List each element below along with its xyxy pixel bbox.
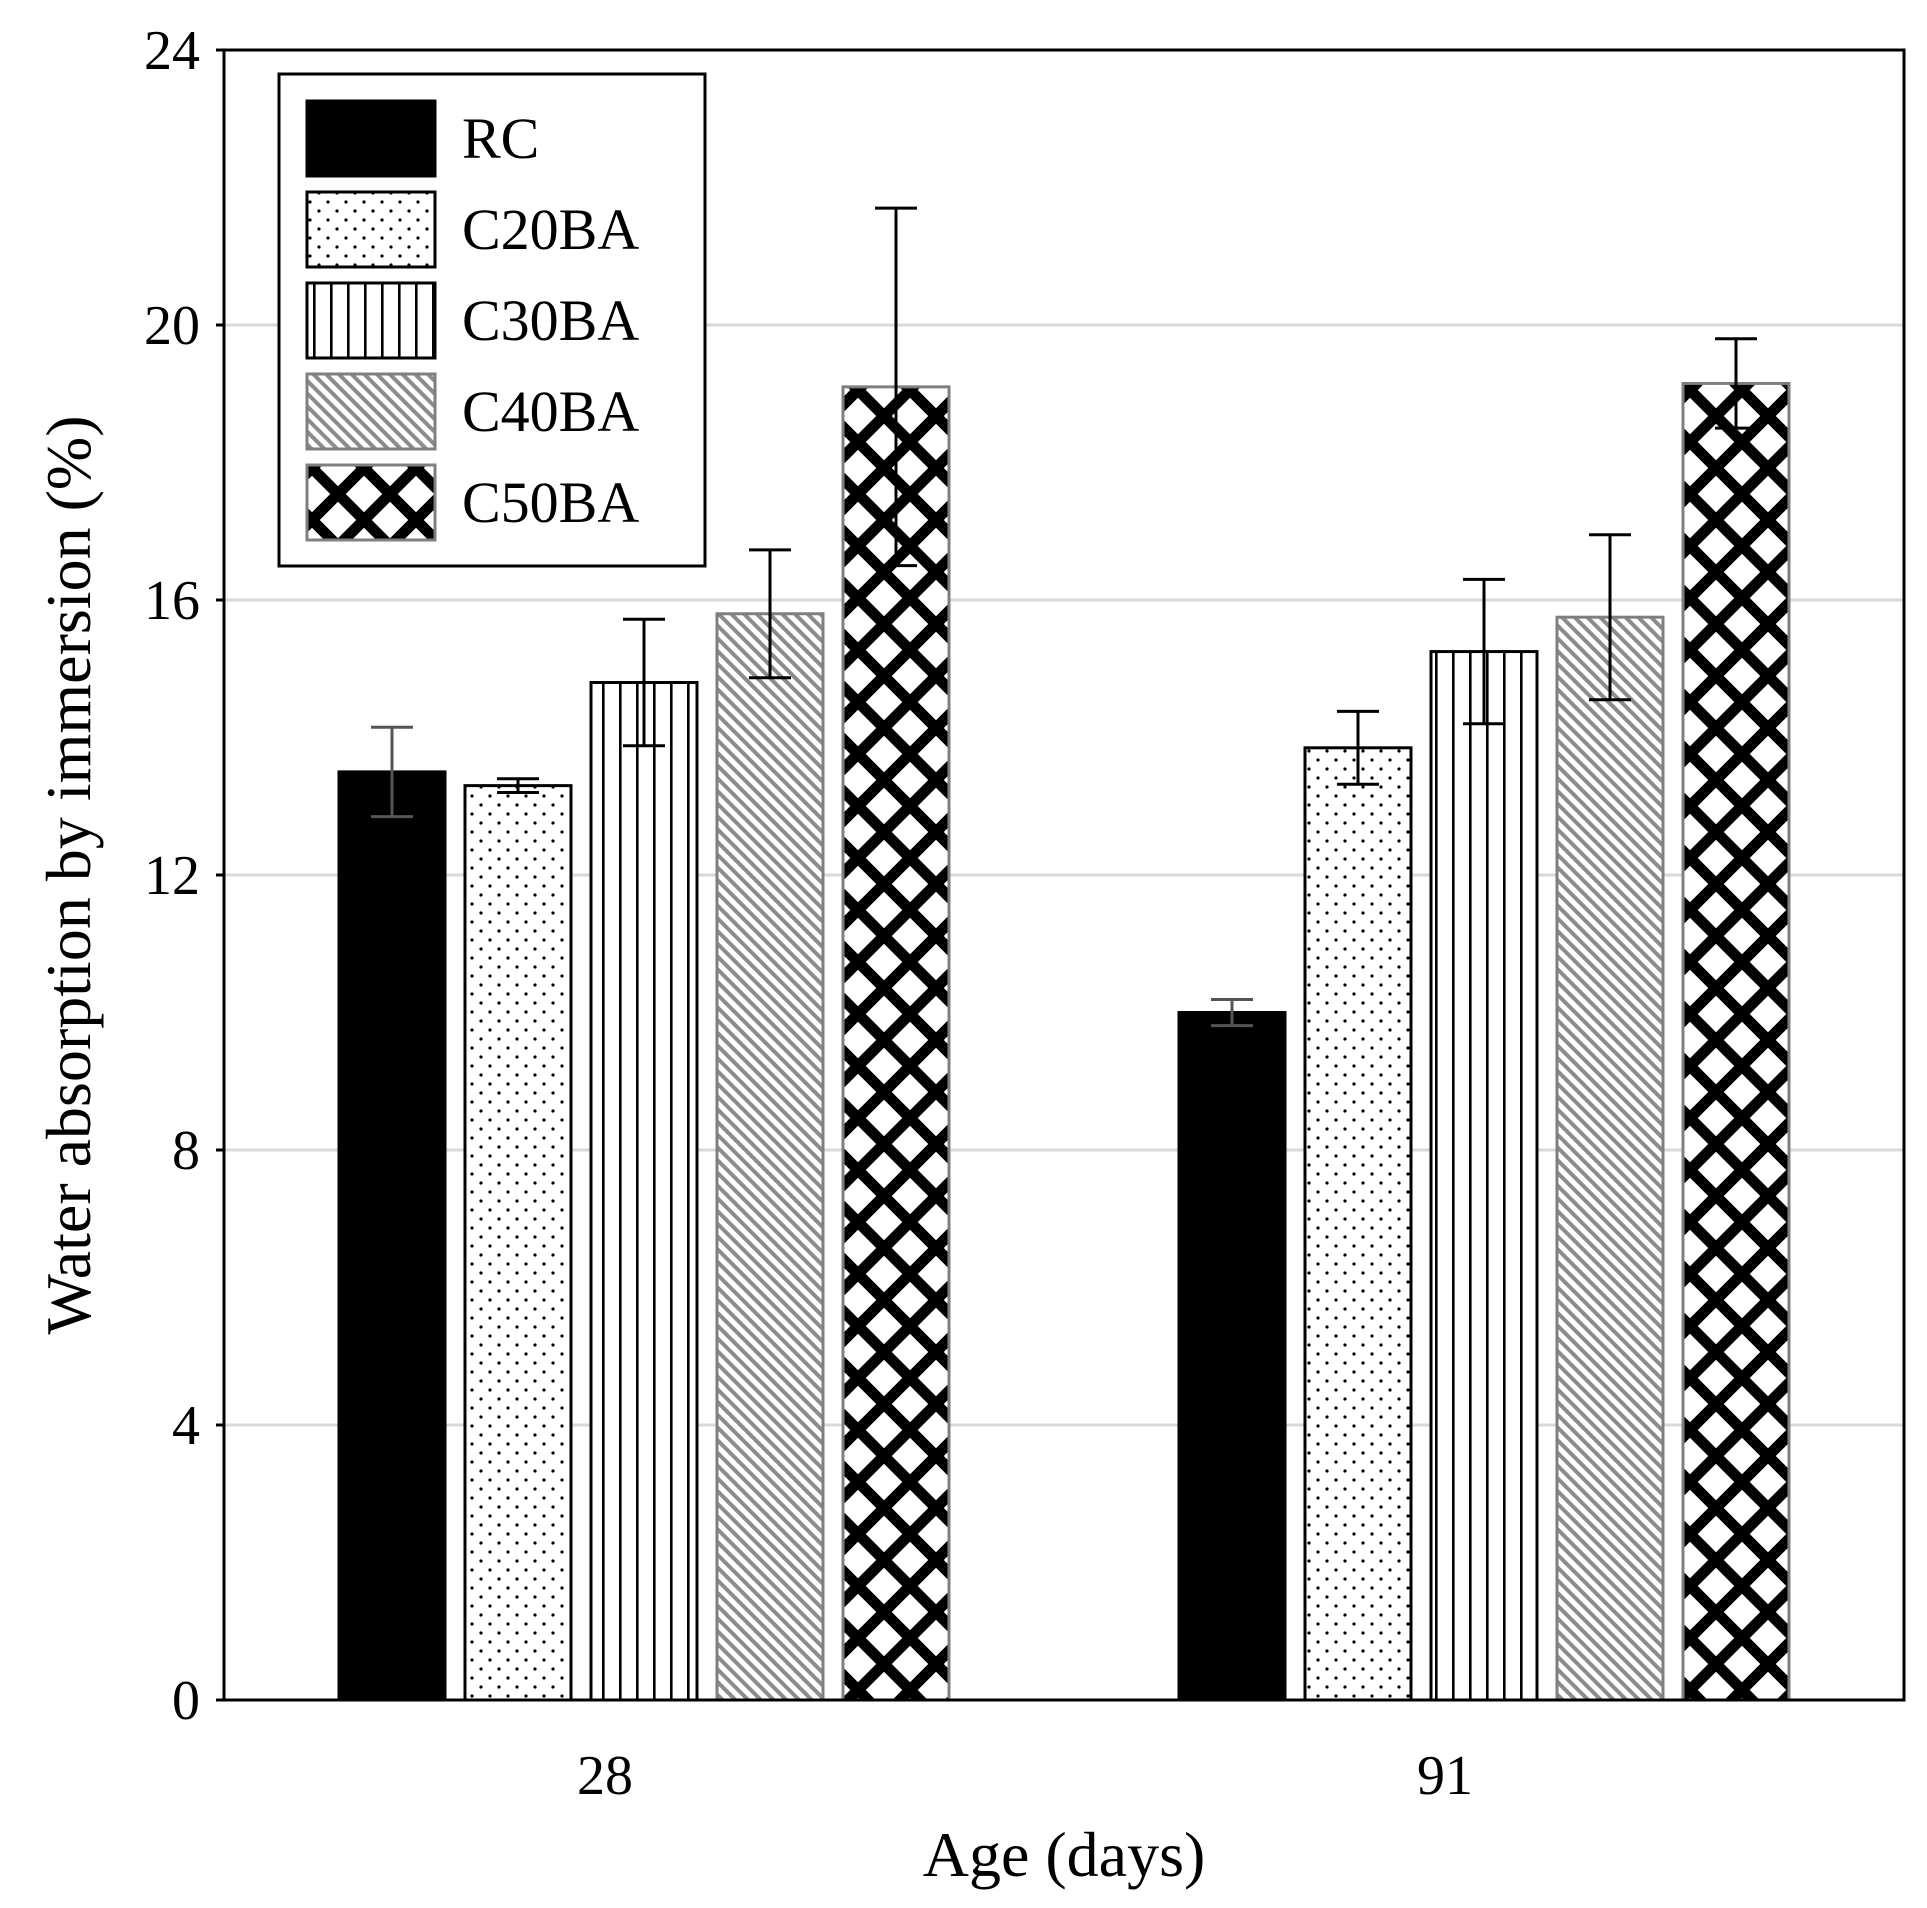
legend-label: RC [462, 106, 539, 171]
legend-swatch [305, 99, 437, 178]
error-bar-c20ba-28 [497, 777, 539, 794]
error-bar-rc-91 [1211, 997, 1253, 1028]
y-tick-label: 4 [172, 1395, 200, 1457]
legend-label: C20BA [462, 197, 639, 262]
legend-item-c20ba: C20BA [305, 190, 639, 269]
error-bar-c30ba-91 [1463, 577, 1505, 726]
bar-c20ba-28 [463, 784, 573, 1702]
legend-item-c40ba: C40BA [305, 372, 639, 451]
bar-c50ba-28 [841, 385, 951, 1702]
legend-label: C50BA [462, 470, 639, 535]
legend-swatch [305, 190, 437, 269]
error-bar-rc-28 [371, 725, 413, 819]
bar-rc-91 [1177, 1011, 1287, 1702]
y-tick-label: 0 [172, 1670, 200, 1732]
y-tick-label: 12 [144, 845, 200, 907]
legend-label: C30BA [462, 288, 639, 353]
legend-item-c30ba: C30BA [305, 281, 639, 360]
x-axis-label: Age (days) [923, 1819, 1206, 1890]
bar-c40ba-28 [715, 612, 825, 1702]
legend-item-c50ba: C50BA [305, 463, 639, 542]
error-bar-c40ba-28 [749, 548, 791, 680]
error-bar-c30ba-28 [623, 617, 665, 748]
bar-c50ba-91 [1681, 381, 1791, 1702]
y-axis-label: Water absorption by immersion (%) [33, 415, 104, 1334]
bar-c20ba-91 [1303, 746, 1413, 1702]
legend-label: C40BA [462, 379, 639, 444]
bar-c30ba-91 [1429, 650, 1539, 1702]
error-bar-c50ba-91 [1715, 337, 1757, 430]
x-tick-label: 91 [1417, 1745, 1473, 1807]
y-tick-label: 8 [172, 1120, 200, 1182]
legend-item-rc: RC [305, 99, 539, 178]
error-bar-c40ba-91 [1589, 533, 1631, 702]
x-tick-label: 28 [577, 1745, 633, 1807]
legend-swatch [305, 372, 437, 451]
legend-swatch [305, 463, 437, 542]
bar-rc-28 [337, 770, 447, 1702]
error-bar-c50ba-28 [875, 206, 917, 568]
y-tick-label: 20 [144, 295, 200, 357]
y-tick-label: 24 [144, 20, 200, 82]
legend-swatch [305, 281, 437, 360]
bar-c30ba-28 [589, 681, 699, 1702]
y-tick-label: 16 [144, 570, 200, 632]
error-bar-c20ba-91 [1337, 709, 1379, 786]
legend: RC C20BA C30BA C40BA C50BA [277, 72, 707, 568]
bar-c40ba-91 [1555, 615, 1665, 1702]
